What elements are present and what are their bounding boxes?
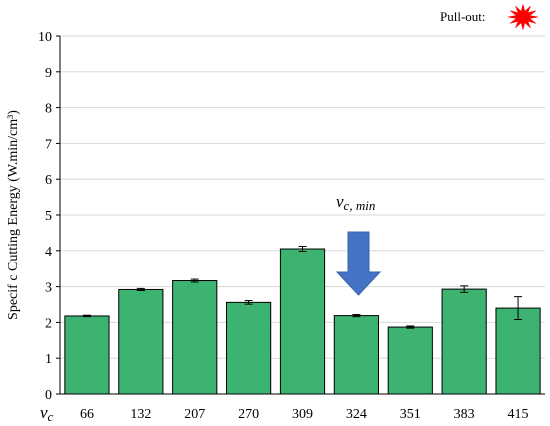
y-tick-label: 7 <box>45 137 52 152</box>
bars <box>64 248 541 395</box>
x-tick-label: 66 <box>80 407 94 422</box>
error-bar-66 <box>82 314 91 318</box>
legend: Pull-out: <box>440 4 539 30</box>
y-tick-label: 3 <box>45 281 52 296</box>
y-tick-label: 4 <box>45 245 52 260</box>
x-tick-label: 270 <box>238 407 259 422</box>
error-bar-351 <box>406 325 415 329</box>
x-axis-label-sub: c <box>48 409 54 424</box>
annotation-label-sub: c, min <box>344 198 376 213</box>
y-tick-label: 9 <box>45 66 52 81</box>
error-bar-207 <box>190 278 199 283</box>
min-annotation: vc, min <box>335 192 382 296</box>
y-axis-label: Specif c Cutting Energy (W.min/cm³) <box>6 110 21 320</box>
bar-324 <box>333 315 379 395</box>
error-bar-132 <box>136 287 145 292</box>
y-tick-label: 0 <box>45 388 52 403</box>
bar-351 <box>387 326 433 395</box>
x-tick-label: 132 <box>130 407 151 422</box>
annotation-label: vc, min <box>336 192 375 213</box>
x-axis-label: vc <box>40 403 54 424</box>
bar-207 <box>172 280 218 395</box>
annotation-label-main: v <box>336 192 344 211</box>
error-bar-309 <box>298 246 307 253</box>
red-burst-icon <box>507 4 539 30</box>
x-axis-label-main: v <box>40 403 48 422</box>
error-bar-324 <box>352 314 361 318</box>
error-bars <box>82 246 523 329</box>
x-tick-label: 207 <box>184 407 205 422</box>
bar-415 <box>495 307 541 395</box>
y-tick-label: 2 <box>45 316 52 331</box>
x-tick-labels: 66 132 207 270 309 324 351 383 415 <box>80 407 529 422</box>
y-tick-label: 1 <box>45 352 52 367</box>
x-tick-label: 324 <box>346 407 367 422</box>
y-tick-labels: 0 1 2 3 4 5 6 7 8 9 10 <box>38 30 60 403</box>
legend-label: Pull-out: <box>440 9 486 24</box>
down-arrow-icon <box>335 231 382 296</box>
bar-270 <box>226 301 272 395</box>
x-tick-label: 309 <box>292 407 313 422</box>
bar-309 <box>279 248 326 395</box>
y-tick-label: 8 <box>45 102 52 117</box>
x-tick-label: 383 <box>454 407 475 422</box>
y-tick-label: 6 <box>45 173 52 188</box>
error-bar-383 <box>460 285 469 293</box>
x-tick-label: 351 <box>400 407 421 422</box>
error-bar-270 <box>244 300 253 305</box>
error-bar-415 <box>514 296 523 321</box>
bar-132 <box>118 288 164 395</box>
bar-66 <box>64 315 110 395</box>
bar-383 <box>441 288 487 395</box>
y-tick-label: 10 <box>38 30 52 45</box>
x-tick-label: 415 <box>508 407 529 422</box>
y-tick-label: 5 <box>45 209 52 224</box>
